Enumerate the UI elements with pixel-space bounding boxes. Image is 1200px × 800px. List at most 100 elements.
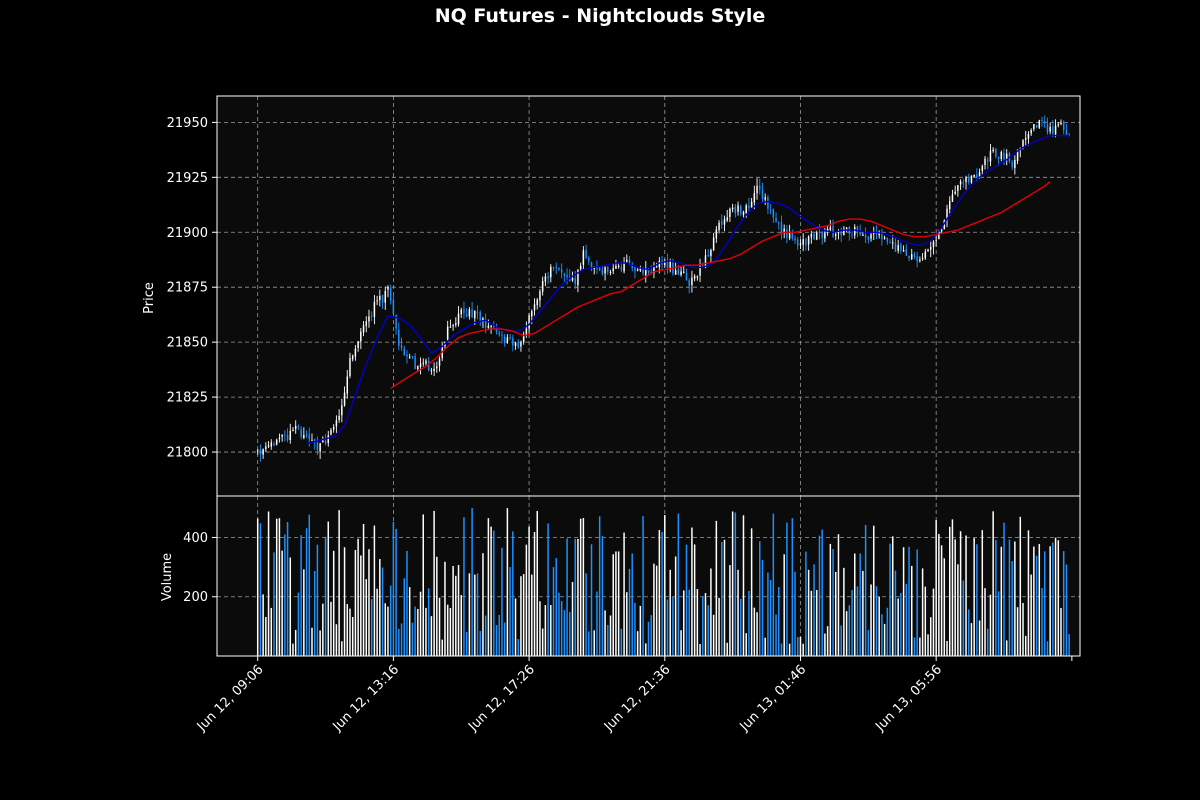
volume-bar (788, 643, 791, 656)
candle-body (791, 232, 794, 239)
candle-body (522, 334, 525, 343)
volume-bar (799, 636, 802, 656)
volume-bar (905, 583, 908, 656)
volume-bar (818, 535, 821, 656)
price-tick-label: 21875 (167, 281, 208, 296)
price-panel-background (217, 96, 1080, 496)
volume-bar (1068, 634, 1070, 656)
candle-body (449, 326, 452, 328)
volume-bar (400, 623, 403, 656)
candle-body (417, 365, 419, 369)
candle-body (959, 181, 962, 185)
candle-body (840, 231, 842, 236)
candle-body (729, 208, 731, 217)
volume-bar (938, 534, 940, 656)
candle-body (1035, 125, 1038, 128)
volume-bar (894, 570, 897, 656)
volume-bar (484, 615, 487, 656)
volume-bar (517, 639, 519, 656)
volume-bar (683, 590, 685, 656)
volume-bar (661, 531, 663, 656)
volume-bar (995, 539, 997, 656)
volume-bar (826, 626, 829, 656)
candle-body (343, 392, 346, 406)
volume-bar (571, 582, 574, 656)
candle-body (626, 259, 628, 262)
volume-bar (821, 529, 823, 656)
moving-averages (306, 134, 1070, 444)
candle-body (484, 318, 487, 328)
candle-body (957, 185, 959, 191)
candle-body (984, 158, 986, 166)
candle-body (1052, 126, 1054, 134)
volume-bar (745, 633, 747, 656)
candle-body (446, 326, 449, 341)
candle-body (921, 257, 924, 260)
volume-bar (368, 549, 370, 656)
volume-bar (379, 559, 381, 656)
price-candles (256, 115, 1070, 462)
volume-bar (615, 551, 617, 656)
volume-bar (335, 624, 338, 656)
candle-body (726, 217, 728, 221)
volume-bar (441, 639, 443, 656)
candle-body (387, 287, 389, 290)
candle-body (655, 266, 658, 268)
volume-bar (957, 564, 959, 656)
candle-body (908, 255, 910, 259)
volume-bar (582, 518, 585, 656)
candle-body (680, 271, 682, 275)
candle-body (986, 159, 989, 162)
candle-body (821, 231, 823, 238)
candle-body (1027, 134, 1030, 139)
candle-body (392, 299, 395, 315)
candle-body (913, 253, 916, 258)
candle-body (954, 191, 956, 194)
volume-bar (308, 514, 311, 656)
candle-body (498, 332, 500, 335)
candle-body (981, 166, 984, 172)
volume-bar (365, 579, 368, 656)
volume-bar (343, 547, 346, 656)
volume-bar (1062, 551, 1065, 656)
candle-body (455, 323, 457, 325)
volume-bar (278, 518, 281, 656)
volume-bar (655, 565, 658, 656)
candle-body (740, 206, 742, 214)
candle-body (696, 276, 699, 278)
candle-body (267, 445, 270, 447)
candle-body (658, 261, 661, 268)
volume-bar (870, 584, 872, 656)
candle-body (419, 363, 422, 368)
candle-body (818, 231, 821, 233)
volume-bar (596, 591, 598, 656)
volume-bar (487, 518, 490, 656)
volume-bar (479, 630, 481, 656)
candle-body (1065, 130, 1068, 136)
volume-bar (976, 544, 978, 656)
candle-body (457, 313, 460, 325)
volume-bar (465, 631, 468, 656)
candle-body (916, 256, 918, 262)
volume-bar (338, 510, 340, 656)
volume-bar (946, 641, 948, 656)
candle-body (609, 271, 612, 273)
candle-body (615, 265, 617, 269)
candle-body (433, 368, 435, 371)
volume-bar (843, 567, 845, 656)
volume-bar (281, 550, 283, 656)
volume-bar (463, 517, 465, 656)
volume-bar (560, 601, 563, 656)
candle-body (327, 435, 330, 444)
volume-bar (474, 574, 476, 656)
candle-body (731, 207, 734, 210)
volume-bar (370, 599, 373, 656)
volume-bar (408, 587, 411, 656)
candle-body (653, 266, 655, 274)
candle-body (389, 287, 392, 301)
candle-body (832, 225, 834, 237)
candle-body (910, 254, 913, 260)
volume-bar (541, 628, 544, 656)
candle-body (460, 309, 462, 315)
volume-bar (875, 586, 878, 656)
